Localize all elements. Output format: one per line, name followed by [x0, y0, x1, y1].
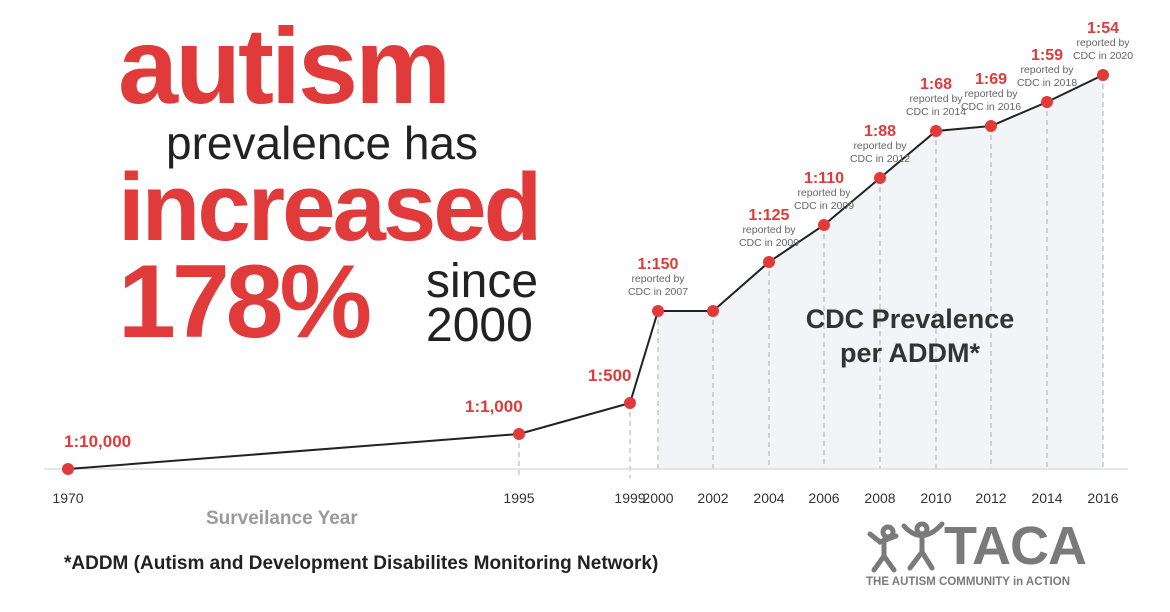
taca-figures-logo-icon	[867, 521, 945, 573]
data-note: reported by	[797, 187, 851, 199]
footnote: *ADDM (Autism and Development Disabilite…	[64, 553, 659, 574]
data-label: 1:59	[1031, 47, 1063, 64]
data-note: reported by	[853, 140, 907, 152]
x-tick-label: 2008	[864, 490, 895, 506]
data-label: 1:68	[920, 76, 952, 93]
x-tick-label: 2000	[642, 490, 673, 506]
data-note: CDC in 2009	[794, 200, 854, 212]
x-tick-label: 2002	[697, 490, 728, 506]
headline-year: 2000	[426, 299, 533, 352]
taca-logo-wordmark: TACA	[944, 516, 1087, 576]
data-label: 1:88	[864, 123, 896, 140]
data-point	[1097, 69, 1109, 81]
x-tick-label: 2004	[753, 490, 784, 506]
chart-title: CDC Prevalence per ADDM*	[790, 302, 1030, 370]
headline-percent: 178%	[118, 244, 372, 360]
data-point	[874, 172, 886, 184]
x-axis-title: Surveilance Year	[206, 508, 358, 529]
data-label: 1:10,000	[64, 432, 131, 451]
data-point	[62, 463, 74, 475]
data-point	[930, 125, 942, 137]
chart-title-line1: CDC Prevalence	[805, 304, 1015, 334]
data-point	[513, 428, 525, 440]
data-note: reported by	[742, 224, 796, 236]
chart-title-line2: per ADDM*	[839, 338, 980, 368]
data-note: CDC in 2012	[850, 153, 910, 165]
series-line	[67, 74, 1104, 470]
x-tick-label: 2014	[1031, 490, 1062, 506]
data-point	[818, 219, 830, 231]
data-note: CDC in 2007	[628, 286, 688, 298]
data-label: 1:54	[1087, 20, 1119, 37]
data-label: 1:69	[975, 71, 1007, 88]
data-point	[985, 120, 997, 132]
x-tick-label: 2012	[975, 490, 1006, 506]
taca-logo-tagline: THE AUTISM COMMUNITY in ACTION	[866, 576, 1071, 588]
data-point	[1041, 96, 1053, 108]
x-tick-label: 1999	[614, 490, 645, 506]
x-tick-label: 1970	[52, 490, 83, 506]
data-note: reported by	[631, 273, 685, 285]
data-note: reported by	[909, 93, 963, 105]
data-note: CDC in 2018	[1017, 77, 1077, 89]
data-note: CDC in 2020	[1073, 50, 1133, 62]
data-note: CDC in 2014	[906, 106, 966, 118]
data-note: CDC in 2016	[961, 101, 1021, 113]
headline-increased: increased	[118, 154, 542, 261]
headline-prevalence: prevalence has	[166, 117, 478, 169]
x-tick-label: 2006	[808, 490, 839, 506]
data-note: CDC in 2009	[739, 237, 799, 249]
data-point	[652, 305, 664, 317]
x-tick-label: 1995	[503, 490, 534, 506]
data-note: reported by	[964, 88, 1018, 100]
data-note: reported by	[1020, 64, 1074, 76]
headline-autism: autism	[118, 5, 451, 126]
x-tick-label: 2016	[1087, 490, 1118, 506]
data-point	[763, 256, 775, 268]
data-label: 1:125	[749, 207, 790, 224]
data-label: 1:1,000	[465, 397, 523, 416]
data-label: 1:110	[804, 170, 844, 187]
data-point	[707, 305, 719, 317]
headline-since: since	[426, 255, 539, 308]
x-tick-label: 2010	[920, 490, 951, 506]
data-note: reported by	[1076, 37, 1130, 49]
data-label: 1:500	[588, 366, 631, 385]
data-point	[624, 397, 636, 409]
data-label: 1:150	[638, 256, 679, 273]
